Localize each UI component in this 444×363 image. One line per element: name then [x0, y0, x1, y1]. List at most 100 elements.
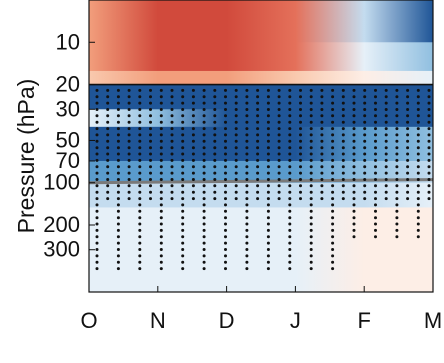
- significance-dot: [299, 120, 302, 124]
- significance-dot: [159, 114, 163, 118]
- significance-dot: [416, 114, 420, 118]
- significance-dot: [309, 101, 313, 105]
- significance-dot: [309, 203, 313, 207]
- significance-dot: [277, 95, 281, 99]
- significance-dot: [202, 120, 206, 124]
- significance-dot: [384, 101, 388, 105]
- significance-dot: [266, 267, 270, 271]
- significance-dot: [395, 222, 399, 226]
- significance-dot: [266, 184, 270, 188]
- significance-dot: [95, 228, 99, 232]
- significance-dot: [159, 216, 163, 220]
- significance-dot: [202, 248, 206, 251]
- significance-dot: [341, 165, 345, 169]
- significance-dot: [416, 101, 420, 105]
- significance-dot: [266, 241, 270, 245]
- color-fill-layer: [89, 0, 433, 292]
- significance-dot: [159, 146, 163, 150]
- significance-dot: [245, 95, 249, 99]
- significance-dot: [234, 101, 238, 105]
- significance-dot: [106, 178, 110, 181]
- significance-dot: [266, 222, 270, 226]
- significance-dot: [191, 120, 195, 124]
- significance-dot: [202, 260, 206, 264]
- significance-dot: [213, 127, 217, 131]
- significance-dot: [234, 120, 238, 124]
- significance-dot: [288, 120, 292, 124]
- significance-dot: [341, 197, 345, 201]
- significance-dot: [234, 197, 238, 201]
- significance-dot: [341, 190, 345, 194]
- significance-dot: [95, 248, 99, 251]
- significance-dot: [374, 165, 377, 169]
- significance-dot: [149, 190, 152, 194]
- significance-dot: [116, 209, 120, 213]
- significance-dot: [288, 101, 292, 105]
- significance-dot: [138, 260, 142, 264]
- significance-dot: [309, 184, 313, 188]
- significance-dot: [213, 158, 217, 162]
- significance-dot: [288, 267, 292, 271]
- significance-dot: [406, 152, 410, 156]
- significance-dot: [138, 254, 142, 258]
- significance-dot: [224, 95, 227, 99]
- significance-dot: [384, 158, 388, 162]
- significance-dot: [191, 127, 195, 131]
- significance-dot: [352, 222, 356, 226]
- significance-dot: [352, 165, 356, 169]
- significance-dot: [224, 101, 227, 105]
- significance-dot: [352, 235, 356, 239]
- significance-dot: [266, 158, 270, 162]
- significance-dot: [170, 146, 174, 150]
- significance-dot: [95, 190, 99, 194]
- significance-dot: [106, 108, 110, 111]
- significance-dot: [309, 228, 313, 232]
- significance-dot: [395, 184, 399, 188]
- significance-dot: [149, 197, 152, 201]
- significance-dot: [256, 120, 260, 124]
- significance-dot: [331, 197, 335, 201]
- significance-dot: [224, 228, 227, 232]
- significance-dot: [106, 133, 110, 137]
- significance-dot: [116, 260, 120, 264]
- significance-dot: [127, 184, 131, 188]
- significance-dot: [395, 203, 399, 207]
- significance-dot: [288, 178, 292, 181]
- significance-dot: [309, 120, 313, 124]
- significance-dot: [288, 88, 292, 92]
- significance-dot: [245, 241, 249, 245]
- significance-dot: [116, 197, 120, 201]
- significance-dot: [202, 190, 206, 194]
- significance-dot: [245, 114, 249, 118]
- significance-dot: [395, 133, 399, 137]
- significance-dot: [213, 120, 217, 124]
- significance-dot: [106, 171, 110, 175]
- significance-dot: [138, 267, 142, 271]
- significance-dot: [288, 216, 292, 220]
- significance-dot: [245, 120, 249, 124]
- significance-dot: [116, 120, 120, 124]
- significance-dot: [95, 114, 99, 118]
- significance-dot: [116, 178, 120, 181]
- significance-dot: [149, 165, 152, 169]
- significance-dot: [95, 158, 99, 162]
- significance-dot: [95, 139, 99, 143]
- significance-dot: [127, 197, 131, 201]
- significance-dot: [181, 254, 185, 258]
- significance-dot: [202, 216, 206, 220]
- significance-dot: [288, 222, 292, 226]
- significance-dot: [320, 101, 324, 105]
- significance-dot: [138, 101, 142, 105]
- significance-dot: [384, 146, 388, 150]
- significance-dot: [159, 158, 163, 162]
- significance-dot: [299, 171, 302, 175]
- significance-dot: [299, 165, 302, 169]
- significance-dot: [127, 158, 131, 162]
- significance-dot: [299, 197, 302, 201]
- significance-dot: [277, 139, 281, 143]
- significance-dot: [202, 228, 206, 232]
- significance-dot: [416, 133, 420, 137]
- significance-dot: [256, 139, 260, 143]
- significance-dot: [266, 197, 270, 201]
